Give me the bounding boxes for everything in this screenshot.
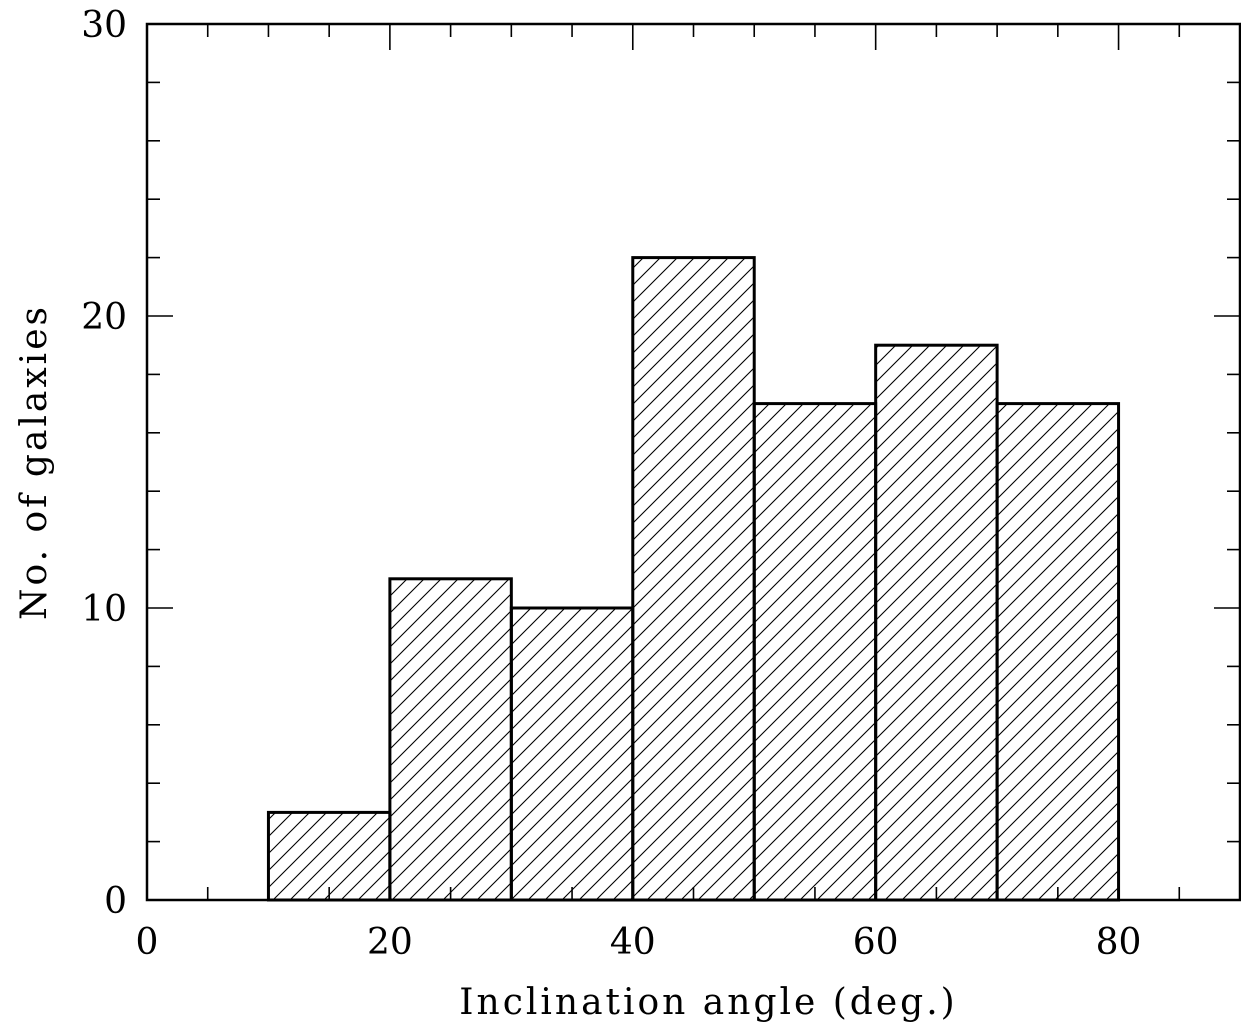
histogram-bar-60-70 bbox=[874, 343, 999, 902]
histogram-bar-10-20 bbox=[266, 810, 392, 902]
y-tick-label-10: 10 bbox=[81, 589, 127, 630]
histogram-bar-20-30 bbox=[388, 577, 513, 902]
x-tick-label-0: 0 bbox=[136, 922, 159, 963]
x-tick-label-60: 60 bbox=[853, 922, 899, 963]
x-tick-label-80: 80 bbox=[1096, 922, 1142, 963]
plot-frame bbox=[145, 22, 1241, 902]
y-axis-title: No. of galaxies bbox=[14, 304, 55, 620]
histogram-bar-30-40 bbox=[509, 606, 635, 902]
histogram-bar-40-50 bbox=[631, 256, 756, 902]
y-tick-label-30: 30 bbox=[81, 5, 127, 46]
bars-layer bbox=[266, 256, 1121, 902]
tick-labels-layer: 0 20 40 60 80 0 10 20 30 bbox=[81, 5, 1141, 963]
y-tick-label-0: 0 bbox=[104, 881, 127, 922]
x-tick-label-20: 20 bbox=[367, 922, 413, 963]
histogram-bar-50-60 bbox=[752, 402, 878, 902]
y-tick-label-20: 20 bbox=[81, 297, 127, 338]
x-axis-title: Inclination angle (deg.) bbox=[459, 982, 957, 1023]
x-tick-label-40: 40 bbox=[610, 922, 656, 963]
histogram-bar-70-80 bbox=[995, 402, 1121, 902]
